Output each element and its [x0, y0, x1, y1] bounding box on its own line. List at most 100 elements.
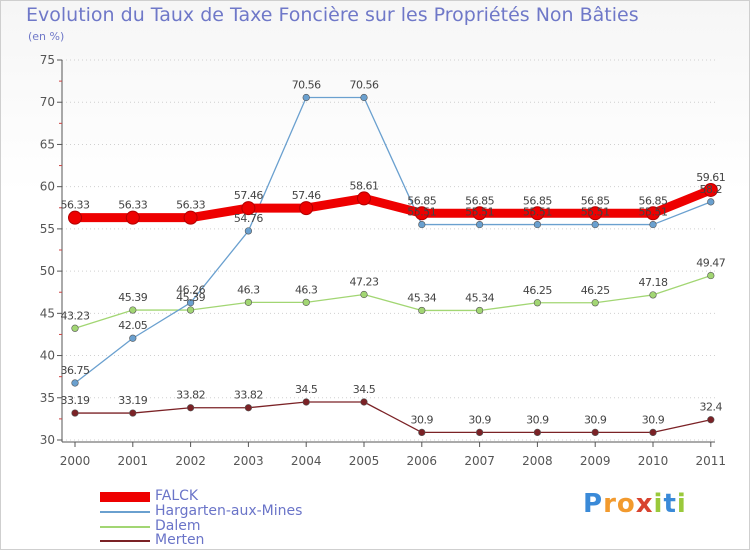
data-label: 42.05	[118, 319, 147, 332]
data-point	[299, 201, 314, 216]
data-point	[649, 220, 657, 229]
data-label: 46.25	[523, 284, 552, 297]
data-label: 56.85	[639, 194, 668, 207]
data-point	[357, 191, 371, 206]
data-label: 30.9	[642, 413, 665, 426]
x-tick-label: 2009	[580, 454, 611, 468]
data-point	[187, 299, 195, 307]
data-label: 54.76	[234, 212, 263, 225]
data-point	[302, 298, 310, 306]
x-tick-label: 2010	[638, 454, 669, 468]
data-label: 56.85	[465, 194, 494, 207]
proxiti-logo: Proxiti	[583, 489, 687, 519]
x-tick-label: 2008	[522, 454, 553, 468]
data-label: 55.51	[465, 206, 494, 219]
logo-letter: r	[603, 489, 617, 519]
data-label: 56.85	[581, 194, 610, 207]
data-point	[187, 306, 195, 314]
data-point	[360, 93, 368, 102]
data-label: 33.19	[61, 394, 90, 407]
legend-label-dalem: Dalem	[155, 518, 201, 534]
y-tick-label: 50	[40, 264, 55, 278]
x-tick-label: 2000	[60, 454, 91, 468]
data-point	[533, 299, 542, 307]
data-label: 45.34	[465, 291, 494, 304]
data-point	[533, 220, 542, 229]
data-label: 46.26	[176, 284, 205, 297]
logo-letter: o	[616, 489, 636, 519]
data-point	[476, 428, 484, 437]
data-label: 70.56	[350, 78, 379, 91]
data-point	[129, 334, 137, 342]
y-tick-label: 40	[40, 349, 55, 363]
data-point	[591, 299, 599, 307]
x-tick-label: 2001	[118, 454, 149, 468]
series-line	[70, 185, 716, 223]
data-point	[533, 428, 542, 437]
y-tick-label: 70	[40, 95, 55, 109]
data-point	[703, 182, 718, 197]
data-label: 30.9	[584, 413, 607, 426]
data-point	[302, 398, 310, 406]
data-point	[649, 428, 657, 437]
data-point	[418, 428, 426, 437]
data-point	[129, 306, 137, 314]
y-tick-label: 30	[40, 433, 55, 447]
data-point	[591, 220, 599, 229]
y-tick-label: 45	[40, 306, 55, 320]
logo-letter: i	[653, 489, 664, 519]
legend-swatch-hargarten	[100, 511, 150, 513]
legend-label-falck: FALCK	[155, 488, 199, 504]
series-line	[74, 401, 712, 434]
data-point	[244, 227, 252, 235]
data-point	[476, 220, 484, 229]
data-point	[646, 206, 660, 221]
data-label: 33.19	[118, 394, 147, 407]
data-point	[707, 416, 715, 424]
data-label: 70.56	[292, 78, 321, 91]
y-tick-label: 65	[40, 137, 55, 151]
data-label: 57.46	[234, 189, 263, 202]
data-label: 58.61	[350, 179, 379, 192]
legend-swatch-dalem	[100, 526, 150, 528]
data-point	[71, 379, 79, 387]
x-tick-label: 2003	[233, 454, 264, 468]
logo-letter: t	[663, 489, 677, 519]
y-tick-label: 55	[40, 222, 55, 236]
data-point	[707, 198, 715, 206]
data-point	[418, 306, 426, 315]
logo-letter: x	[635, 489, 654, 519]
data-point	[530, 206, 545, 221]
legend-swatch-merten	[100, 540, 150, 542]
x-tick-label: 2006	[407, 454, 438, 468]
x-tick-label: 2002	[175, 454, 206, 468]
data-label: 56.33	[61, 199, 90, 212]
data-point	[125, 210, 140, 225]
legend-label-hargarten: Hargarten-aux-Mines	[155, 503, 303, 519]
data-point	[360, 398, 368, 406]
legend-label-merten: Merten	[155, 532, 205, 548]
data-point	[71, 324, 79, 332]
data-label: 55.51	[639, 206, 668, 219]
data-label: 47.23	[350, 276, 379, 289]
data-label: 55.51	[407, 206, 436, 219]
data-point	[588, 206, 603, 221]
data-point	[68, 210, 82, 225]
data-point	[414, 206, 429, 221]
data-point	[244, 298, 252, 306]
series-line	[74, 96, 712, 384]
logo-letter: P	[583, 489, 604, 519]
data-point	[183, 210, 198, 225]
data-label: 57.46	[292, 189, 321, 202]
data-label: 59.61	[696, 171, 725, 184]
data-label: 33.82	[234, 389, 263, 402]
data-label: 46.3	[295, 283, 318, 296]
data-label: 56.33	[118, 199, 147, 212]
y-tick-label: 60	[40, 180, 55, 194]
data-point	[649, 291, 657, 299]
data-label: 34.5	[353, 383, 376, 396]
data-point	[360, 290, 368, 299]
legend-swatch-falck	[100, 492, 150, 502]
data-label: 45.39	[176, 291, 205, 304]
